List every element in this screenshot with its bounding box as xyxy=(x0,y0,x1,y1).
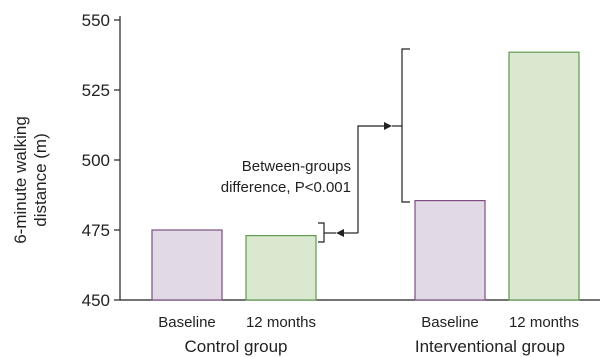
y-tick-label: 525 xyxy=(82,81,110,100)
bar-control-12-months xyxy=(245,235,317,301)
y-axis-title-line1: 6-minute walking xyxy=(11,116,30,244)
bar-control-baseline xyxy=(151,229,223,301)
category-labels: Baseline 12 months Baseline 12 months xyxy=(158,314,579,331)
group-label-control: Control group xyxy=(184,337,287,356)
annotation-line1: Between-groups xyxy=(242,158,351,175)
interventional-difference-bracket xyxy=(401,48,410,203)
category-label: Baseline xyxy=(158,314,216,331)
bar-interventional-baseline xyxy=(414,200,486,301)
y-ticks: 450 475 500 525 550 xyxy=(82,11,120,310)
bars xyxy=(151,51,580,301)
bar-interventional-12-months xyxy=(508,51,580,301)
y-axis-title-line2: distance (m) xyxy=(31,133,50,227)
comparison-connector xyxy=(357,125,384,233)
category-label: 12 months xyxy=(246,314,316,331)
annotation-line2: difference, P<0.001 xyxy=(221,179,351,196)
y-tick-label: 450 xyxy=(82,291,110,310)
group-label-interventional: Interventional group xyxy=(415,337,565,356)
arrowhead-left-icon xyxy=(336,229,344,237)
y-tick-label: 550 xyxy=(82,11,110,30)
arrowhead-right-icon xyxy=(384,122,392,130)
control-difference-bracket xyxy=(318,222,325,243)
y-tick-label: 475 xyxy=(82,221,110,240)
category-label: 12 months xyxy=(509,314,579,331)
category-label: Baseline xyxy=(421,314,479,331)
y-tick-label: 500 xyxy=(82,151,110,170)
